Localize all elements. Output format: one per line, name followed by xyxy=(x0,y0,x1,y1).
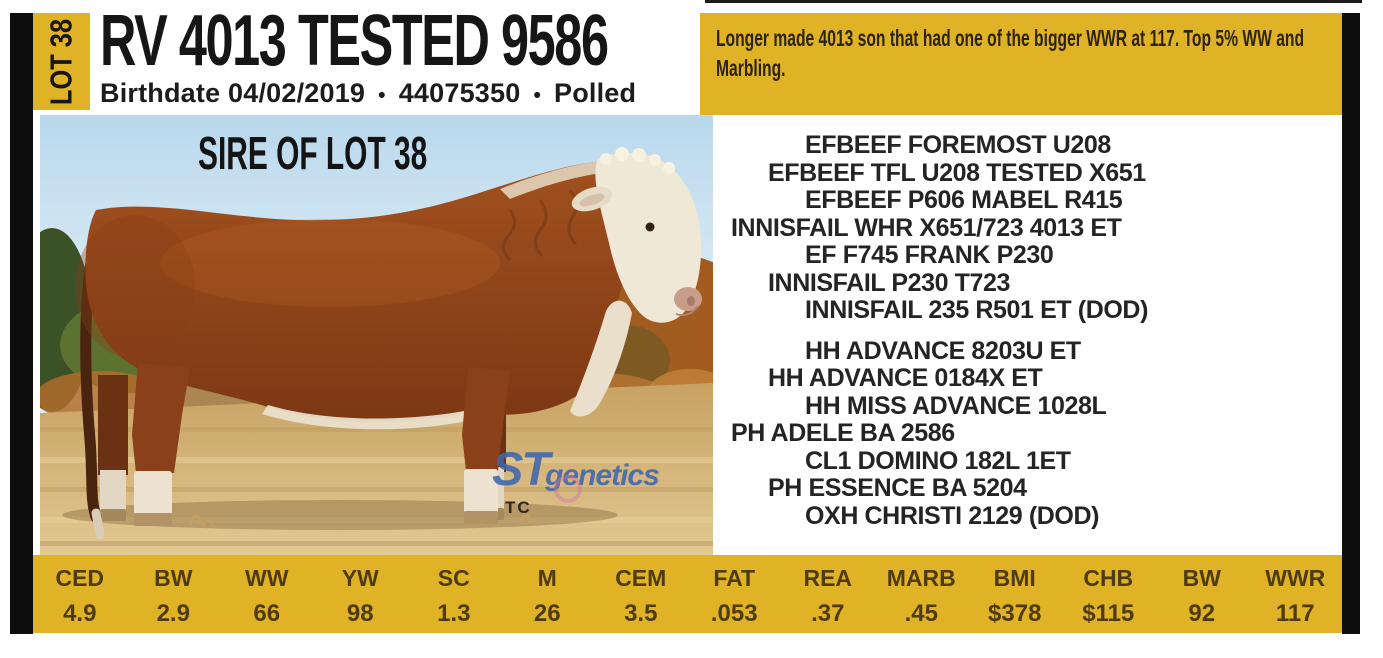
epd-header: BMI xyxy=(993,565,1036,591)
comment-text: Longer made 4013 son that had one of the… xyxy=(716,25,1305,81)
pedigree-line-sire: INNISFAIL WHR X651/723 4013 ET xyxy=(731,213,1122,242)
epd-header: REA xyxy=(803,565,853,591)
epd-header: SC xyxy=(437,565,470,591)
epd-header: WWR xyxy=(1265,565,1326,591)
bull-illustration xyxy=(40,115,713,555)
header-block: RV 4013 TESTED 9586 Birthdate 04/02/2019… xyxy=(100,1,825,109)
pedigree-line: HH ADVANCE 0184X ET xyxy=(768,364,1043,392)
epd-value: $378 xyxy=(988,600,1042,627)
comment-box: Longer made 4013 son that had one of the… xyxy=(700,13,1342,115)
animal-name-title: RV 4013 TESTED 9586 xyxy=(100,1,609,81)
epd-column-bmi: BMI $378 xyxy=(968,565,1062,633)
registration-number: 44075350 xyxy=(398,78,521,108)
epd-value: 117 xyxy=(1275,600,1315,627)
epd-value: 26 xyxy=(533,600,561,627)
epd-header: WW xyxy=(245,565,289,591)
pedigree-line: EFBEEF TFL U208 TESTED X651 xyxy=(768,158,1146,187)
grass-tufts xyxy=(188,513,534,528)
pedigree-line: EF F745 FRANK P230 xyxy=(805,241,1054,269)
pedigree-line: HH MISS ADVANCE 1028L xyxy=(805,391,1107,420)
stgenetics-watermark: STgenetics xyxy=(492,441,660,503)
right-black-bar xyxy=(1342,13,1360,634)
pedigree-line: PH ESSENCE BA 5204 xyxy=(768,474,1027,502)
epd-column-bw-actual: BW 92 xyxy=(1155,565,1249,633)
epd-column-rea: REA .37 xyxy=(781,565,875,633)
epd-value: .45 xyxy=(904,600,938,627)
epd-header: CED xyxy=(55,565,105,591)
epd-table: CED 4.9 BW 2.9 WW 66 YW 98 SC 1.3 M 26 C… xyxy=(33,555,1342,633)
pedigree-panel: EFBEEF FOREMOST U208 EFBEEF TFL U208 TES… xyxy=(715,115,1342,555)
animal-subtitle: Birthdate 04/02/2019 • 44075350 • Polled xyxy=(100,78,825,109)
pedigree-line: INNISFAIL P230 T723 xyxy=(768,268,1011,297)
epd-header: FAT xyxy=(713,565,756,591)
epd-header: BW xyxy=(154,565,193,591)
epd-column-marb: MARB .45 xyxy=(875,565,969,633)
epd-value: .37 xyxy=(811,600,845,627)
epd-value: $115 xyxy=(1082,600,1135,627)
epd-header: CHB xyxy=(1083,565,1134,591)
birthdate-text: Birthdate 04/02/2019 xyxy=(100,78,366,108)
bull xyxy=(75,147,702,540)
grass-field xyxy=(40,383,713,555)
epd-column-chb: CHB $115 xyxy=(1062,565,1156,633)
watermark-st-text: ST xyxy=(492,442,550,495)
sire-photo: SIRE OF LOT 38 STgenetics TC xyxy=(40,115,713,555)
left-black-bar xyxy=(10,13,33,634)
bullet-separator: • xyxy=(533,84,541,107)
epd-column-yw: YW 98 xyxy=(314,565,408,633)
lot-number-label: LOT 38 xyxy=(43,18,79,105)
tattoo-code: TC xyxy=(505,498,532,517)
epd-value: .053 xyxy=(710,600,758,627)
pedigree-line: EFBEEF P606 MABEL R415 xyxy=(805,186,1123,214)
dam-pedigree-group: HH ADVANCE 8203U ET HH ADVANCE 0184X ET … xyxy=(715,336,1342,531)
epd-column-ww: WW 66 xyxy=(220,565,314,633)
epd-value: 2.9 xyxy=(156,600,190,627)
epd-header: BW xyxy=(1182,565,1221,591)
epd-value: 4.9 xyxy=(63,600,97,627)
epd-column-wwr: WWR 117 xyxy=(1249,565,1343,633)
epd-column-ced: CED 4.9 xyxy=(33,565,127,633)
epd-header: YW xyxy=(341,565,379,591)
pedigree-line: EFBEEF FOREMOST U208 xyxy=(805,131,1111,159)
epd-value: 1.3 xyxy=(437,600,471,627)
bull-head xyxy=(571,147,702,323)
pedigree-line: INNISFAIL 235 R501 ET (DOD) xyxy=(805,296,1148,324)
pedigree-line-dam: PH ADELE BA 2586 xyxy=(731,419,955,447)
pedigree-line: CL1 DOMINO 182L 1ET xyxy=(805,446,1071,475)
horn-status: Polled xyxy=(554,78,637,108)
epd-header: CEM xyxy=(615,565,667,591)
pedigree-line: OXH CHRISTI 2129 (DOD) xyxy=(805,501,1100,530)
sire-pedigree-group: EFBEEF FOREMOST U208 EFBEEF TFL U208 TES… xyxy=(715,131,1342,325)
eye xyxy=(645,222,655,232)
epd-column-sc: SC 1.3 xyxy=(407,565,501,633)
epd-value: 66 xyxy=(253,600,281,627)
bullet-separator: • xyxy=(378,84,386,107)
epd-column-bw: BW 2.9 xyxy=(127,565,221,633)
epd-column-m: M 26 xyxy=(501,565,595,633)
epd-value: 3.5 xyxy=(624,600,658,627)
page-top-edge-line xyxy=(705,0,1362,3)
epd-value: 92 xyxy=(1188,600,1216,627)
lot-number-tab: LOT 38 xyxy=(33,13,90,110)
epd-header: M xyxy=(537,565,557,591)
photo-caption: SIRE OF LOT 38 xyxy=(198,127,428,179)
epd-header: MARB xyxy=(886,565,956,591)
body xyxy=(85,161,626,423)
watermark-ring-icon xyxy=(554,475,582,503)
epd-value: 98 xyxy=(346,600,374,627)
pedigree-line: HH ADVANCE 8203U ET xyxy=(805,336,1081,365)
epd-column-cem: CEM 3.5 xyxy=(594,565,688,633)
epd-column-fat: FAT .053 xyxy=(688,565,782,633)
